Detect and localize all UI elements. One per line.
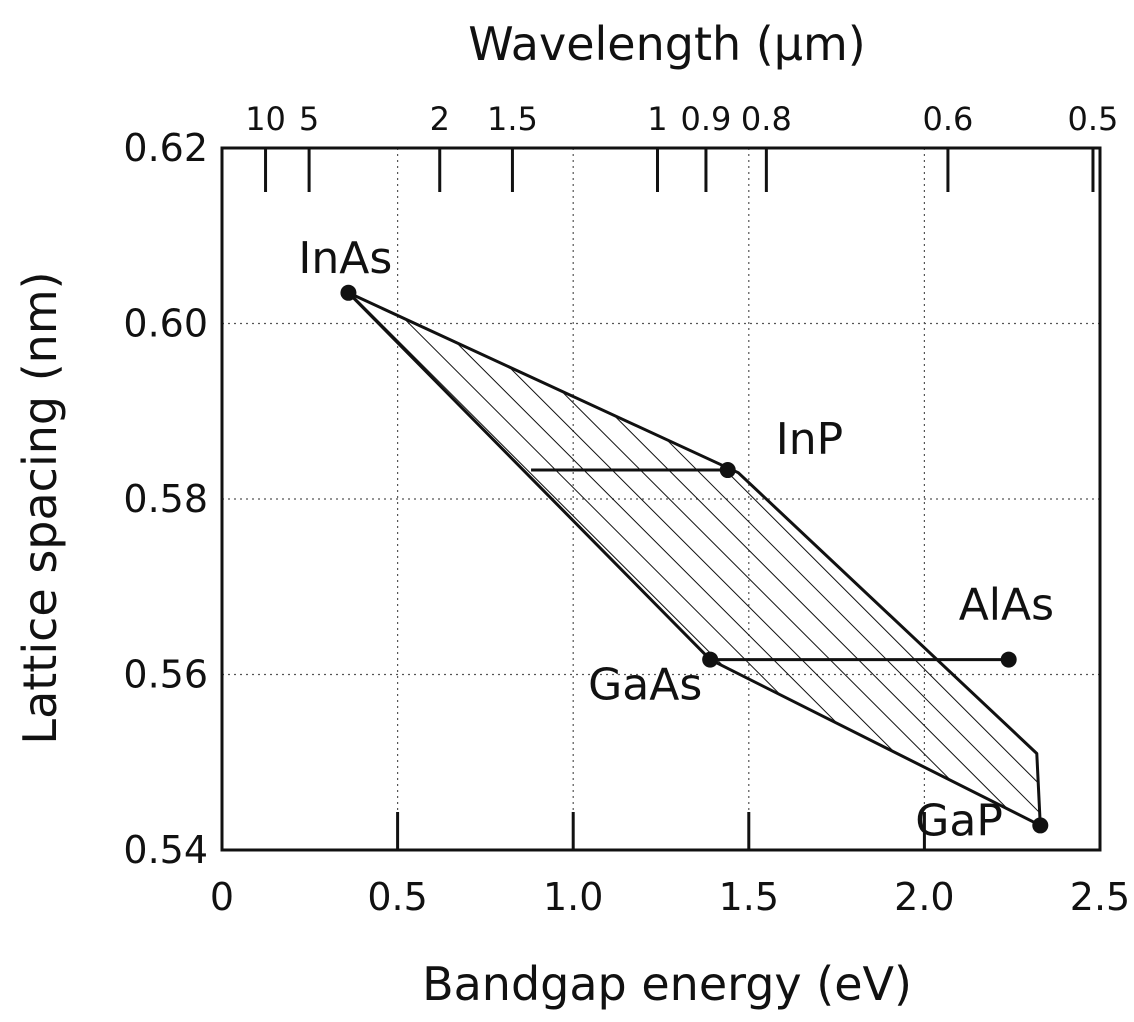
y-tick-label: 0.58 — [123, 477, 208, 521]
top-tick-label: 0.6 — [922, 100, 973, 138]
x-axis-title: Bandgap energy (eV) — [422, 957, 912, 1011]
y-tick-label: 0.62 — [123, 126, 208, 170]
top-tick-label: 0.9 — [681, 100, 732, 138]
x-tick-label: 1.5 — [719, 875, 779, 919]
data-point — [1000, 651, 1017, 668]
x-tick-label: 2.0 — [894, 875, 954, 919]
point-label: GaAs — [588, 660, 702, 711]
plot-frame — [220, 146, 1102, 852]
x-tick-label: 1.0 — [543, 875, 603, 919]
y-tick-label: 0.60 — [123, 302, 208, 346]
x-tick-label: 0.5 — [367, 875, 427, 919]
top-tick-label: 0.5 — [1068, 100, 1119, 138]
tick-labels: 0 0.5 1.0 1.5 2.0 2.5 0.54 0.56 0.58 0.60 0.62 10 5 2… — [123, 100, 1130, 919]
top-tick-label: 0.8 — [741, 100, 792, 138]
y-tick-label: 0.54 — [123, 828, 208, 872]
point-label: GaP — [915, 795, 1003, 846]
data-point — [719, 462, 736, 479]
top-axis-title: Wavelength (μm) — [468, 17, 865, 71]
x-tick-label: 2.5 — [1070, 875, 1130, 919]
top-tick-label: 5 — [299, 100, 319, 138]
top-tick-label: 1.5 — [487, 100, 538, 138]
point-label: InP — [776, 414, 843, 465]
alloy-region-polygon — [346, 291, 1042, 827]
y-tick-label: 0.56 — [123, 653, 208, 697]
top-tick-label: 2 — [430, 100, 450, 138]
point-label: AlAs — [959, 580, 1054, 631]
axis-ticks — [264, 148, 1095, 850]
x-tick-label: 0 — [210, 875, 234, 919]
data-points: InAs InP GaAs AlAs GaP — [298, 233, 1054, 847]
point-label: InAs — [298, 233, 392, 284]
data-point — [1032, 817, 1049, 834]
top-tick-label: 1 — [647, 100, 667, 138]
top-tick-label: 10 — [245, 100, 286, 138]
y-axis-title: Lattice spacing (nm) — [13, 271, 67, 744]
data-point — [702, 651, 719, 668]
data-point — [340, 284, 357, 301]
tie-lines — [531, 468, 1009, 662]
alloy-region — [346, 291, 1042, 827]
